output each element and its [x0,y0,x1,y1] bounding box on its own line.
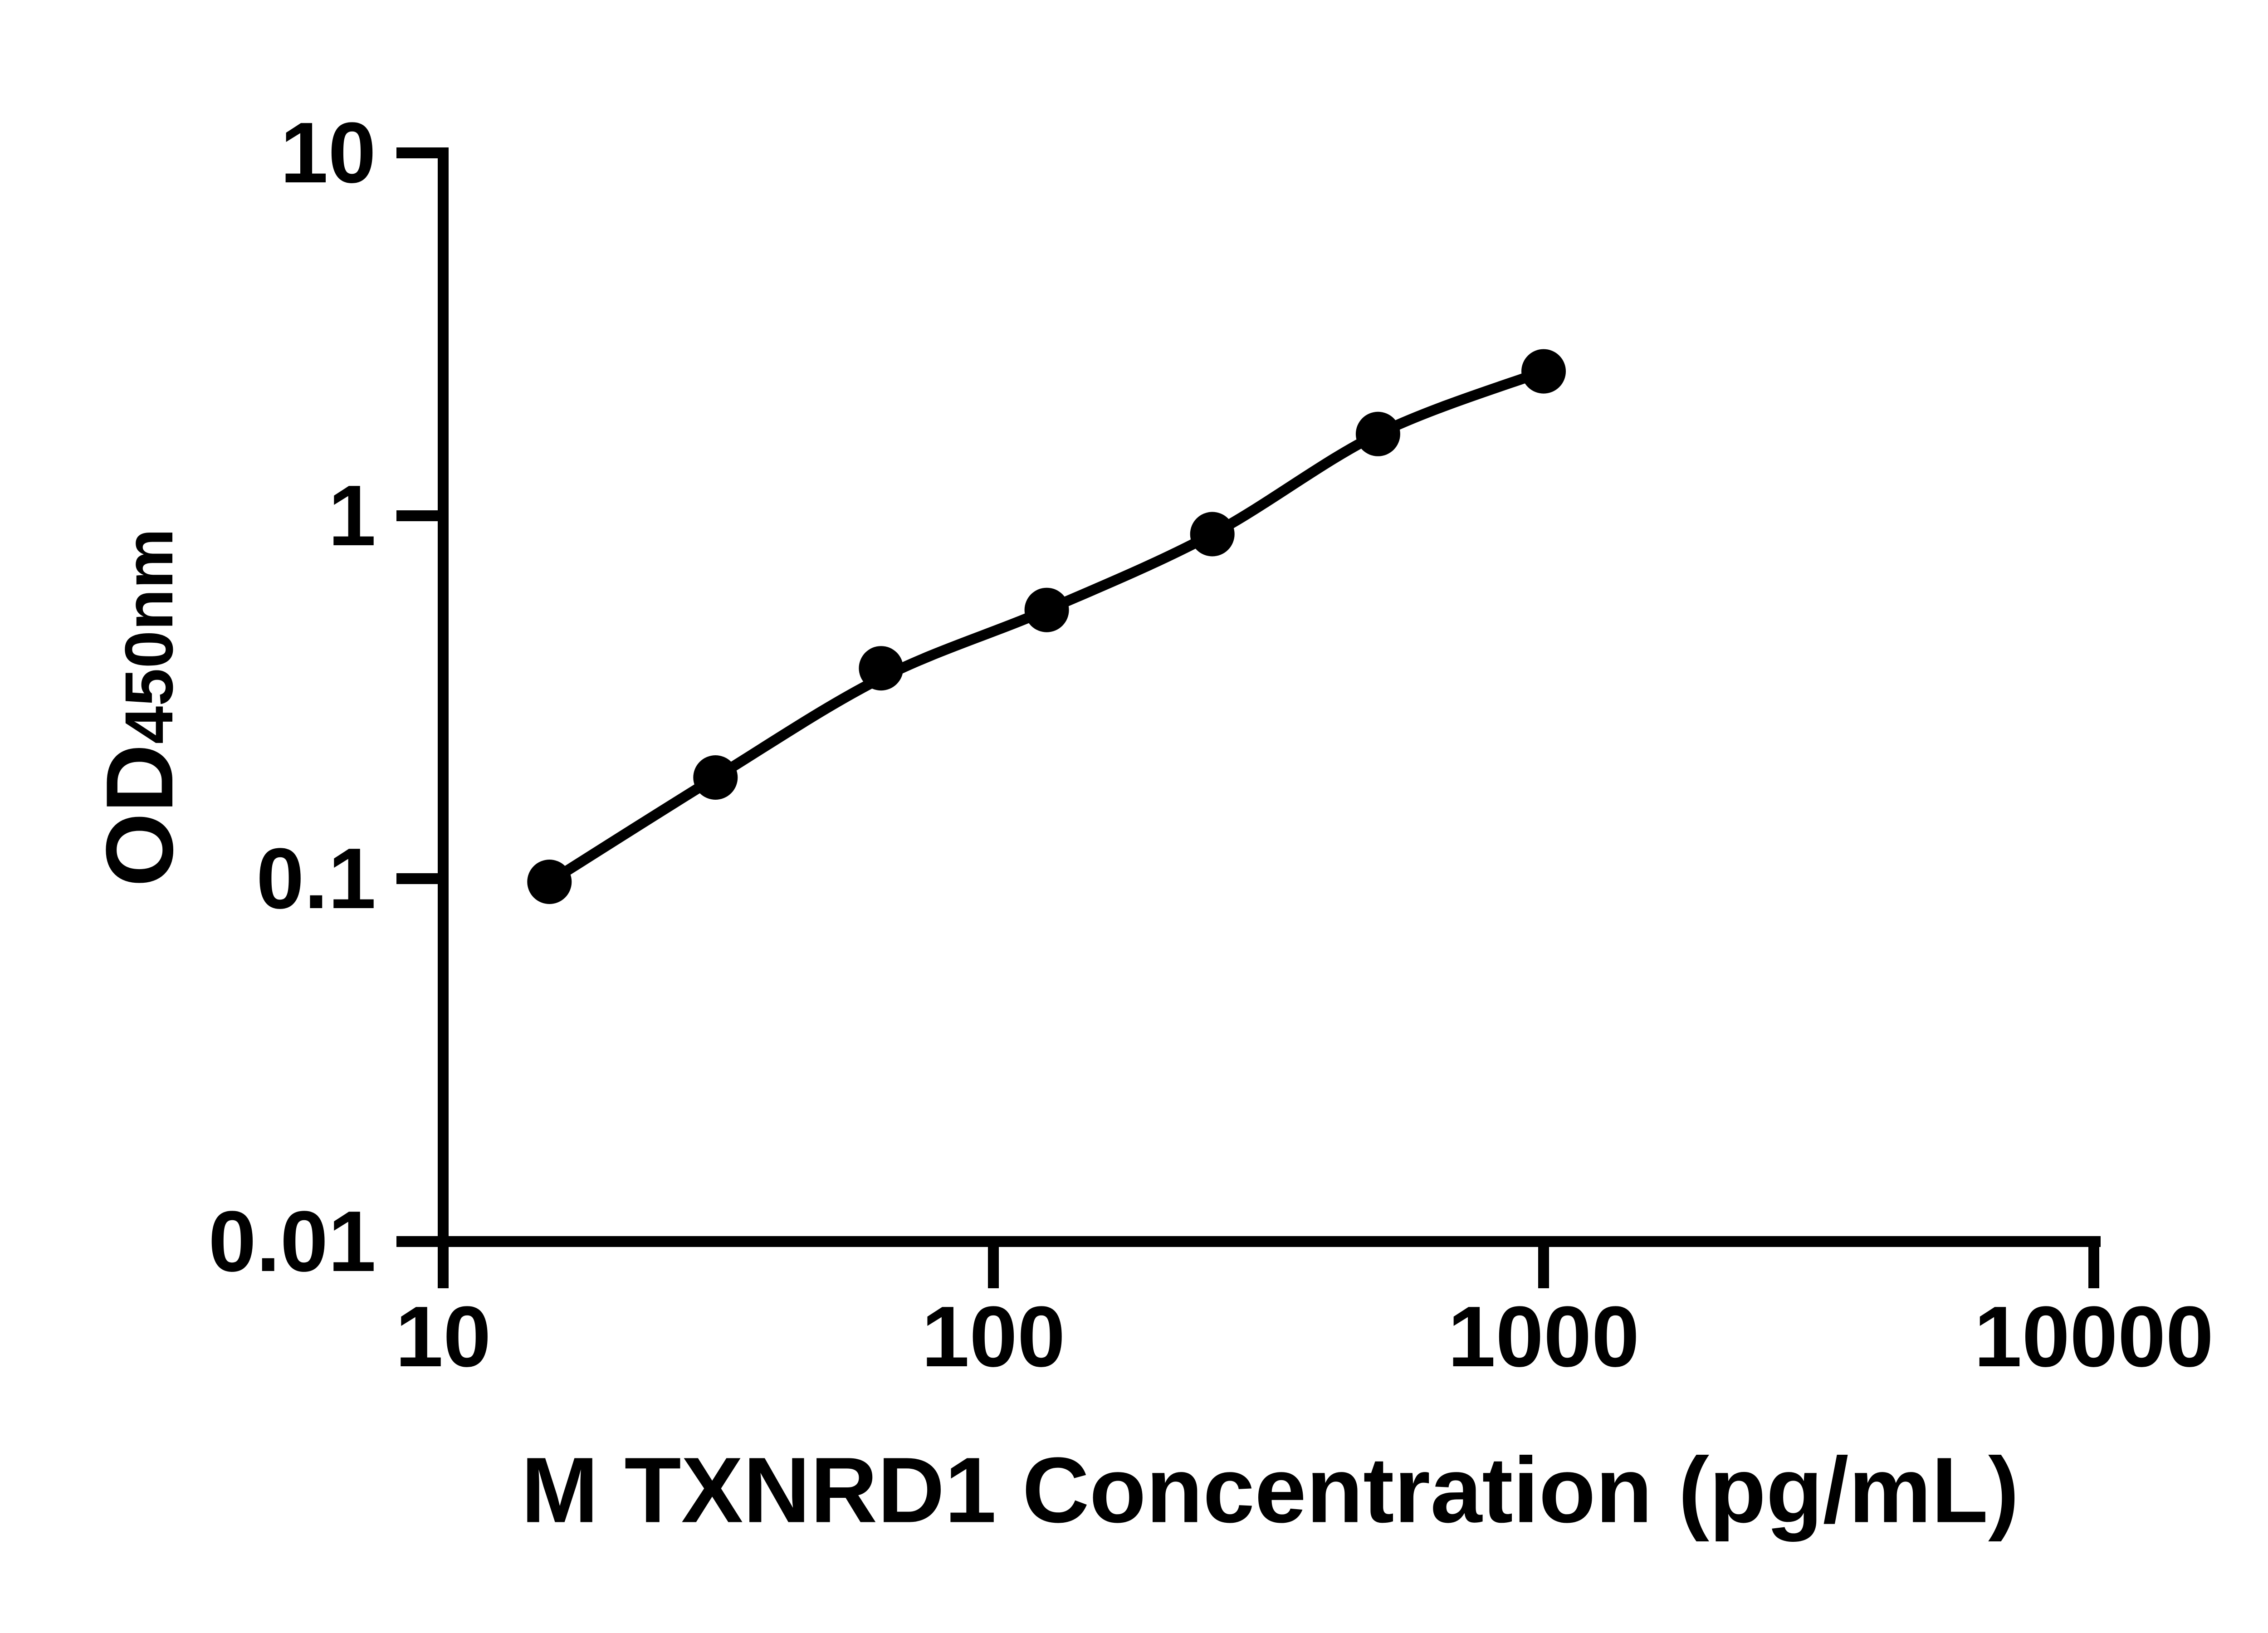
x-tick-label: 1000 [1448,1289,1640,1385]
y-tick-label: 0.1 [256,831,376,927]
y-tick-label: 1 [328,468,376,564]
data-point-marker [1521,349,1566,394]
data-points [527,349,1566,904]
data-point-marker [1355,411,1400,456]
axes [438,147,2101,1247]
data-point-marker [859,646,904,691]
y-axis-title: OD450nm [86,528,193,887]
axis-ticks [396,147,2099,1288]
x-axis-title: M TXNRD1 Concentration (pg/mL) [521,1438,2019,1542]
x-tick-label: 10 [395,1289,491,1385]
data-point-marker [693,755,738,800]
y-tick-label: 10 [280,105,376,201]
data-point-marker [527,860,572,904]
y-tick-label: 0.01 [208,1193,376,1290]
data-point-marker [1024,587,1069,632]
x-tick-label: 100 [921,1289,1065,1385]
y-axis-title-main: OD [86,744,193,887]
y-axis-title-sub: 450nm [111,528,187,744]
x-tick-label: 10000 [1974,1289,2214,1385]
data-point-marker [1190,512,1235,557]
